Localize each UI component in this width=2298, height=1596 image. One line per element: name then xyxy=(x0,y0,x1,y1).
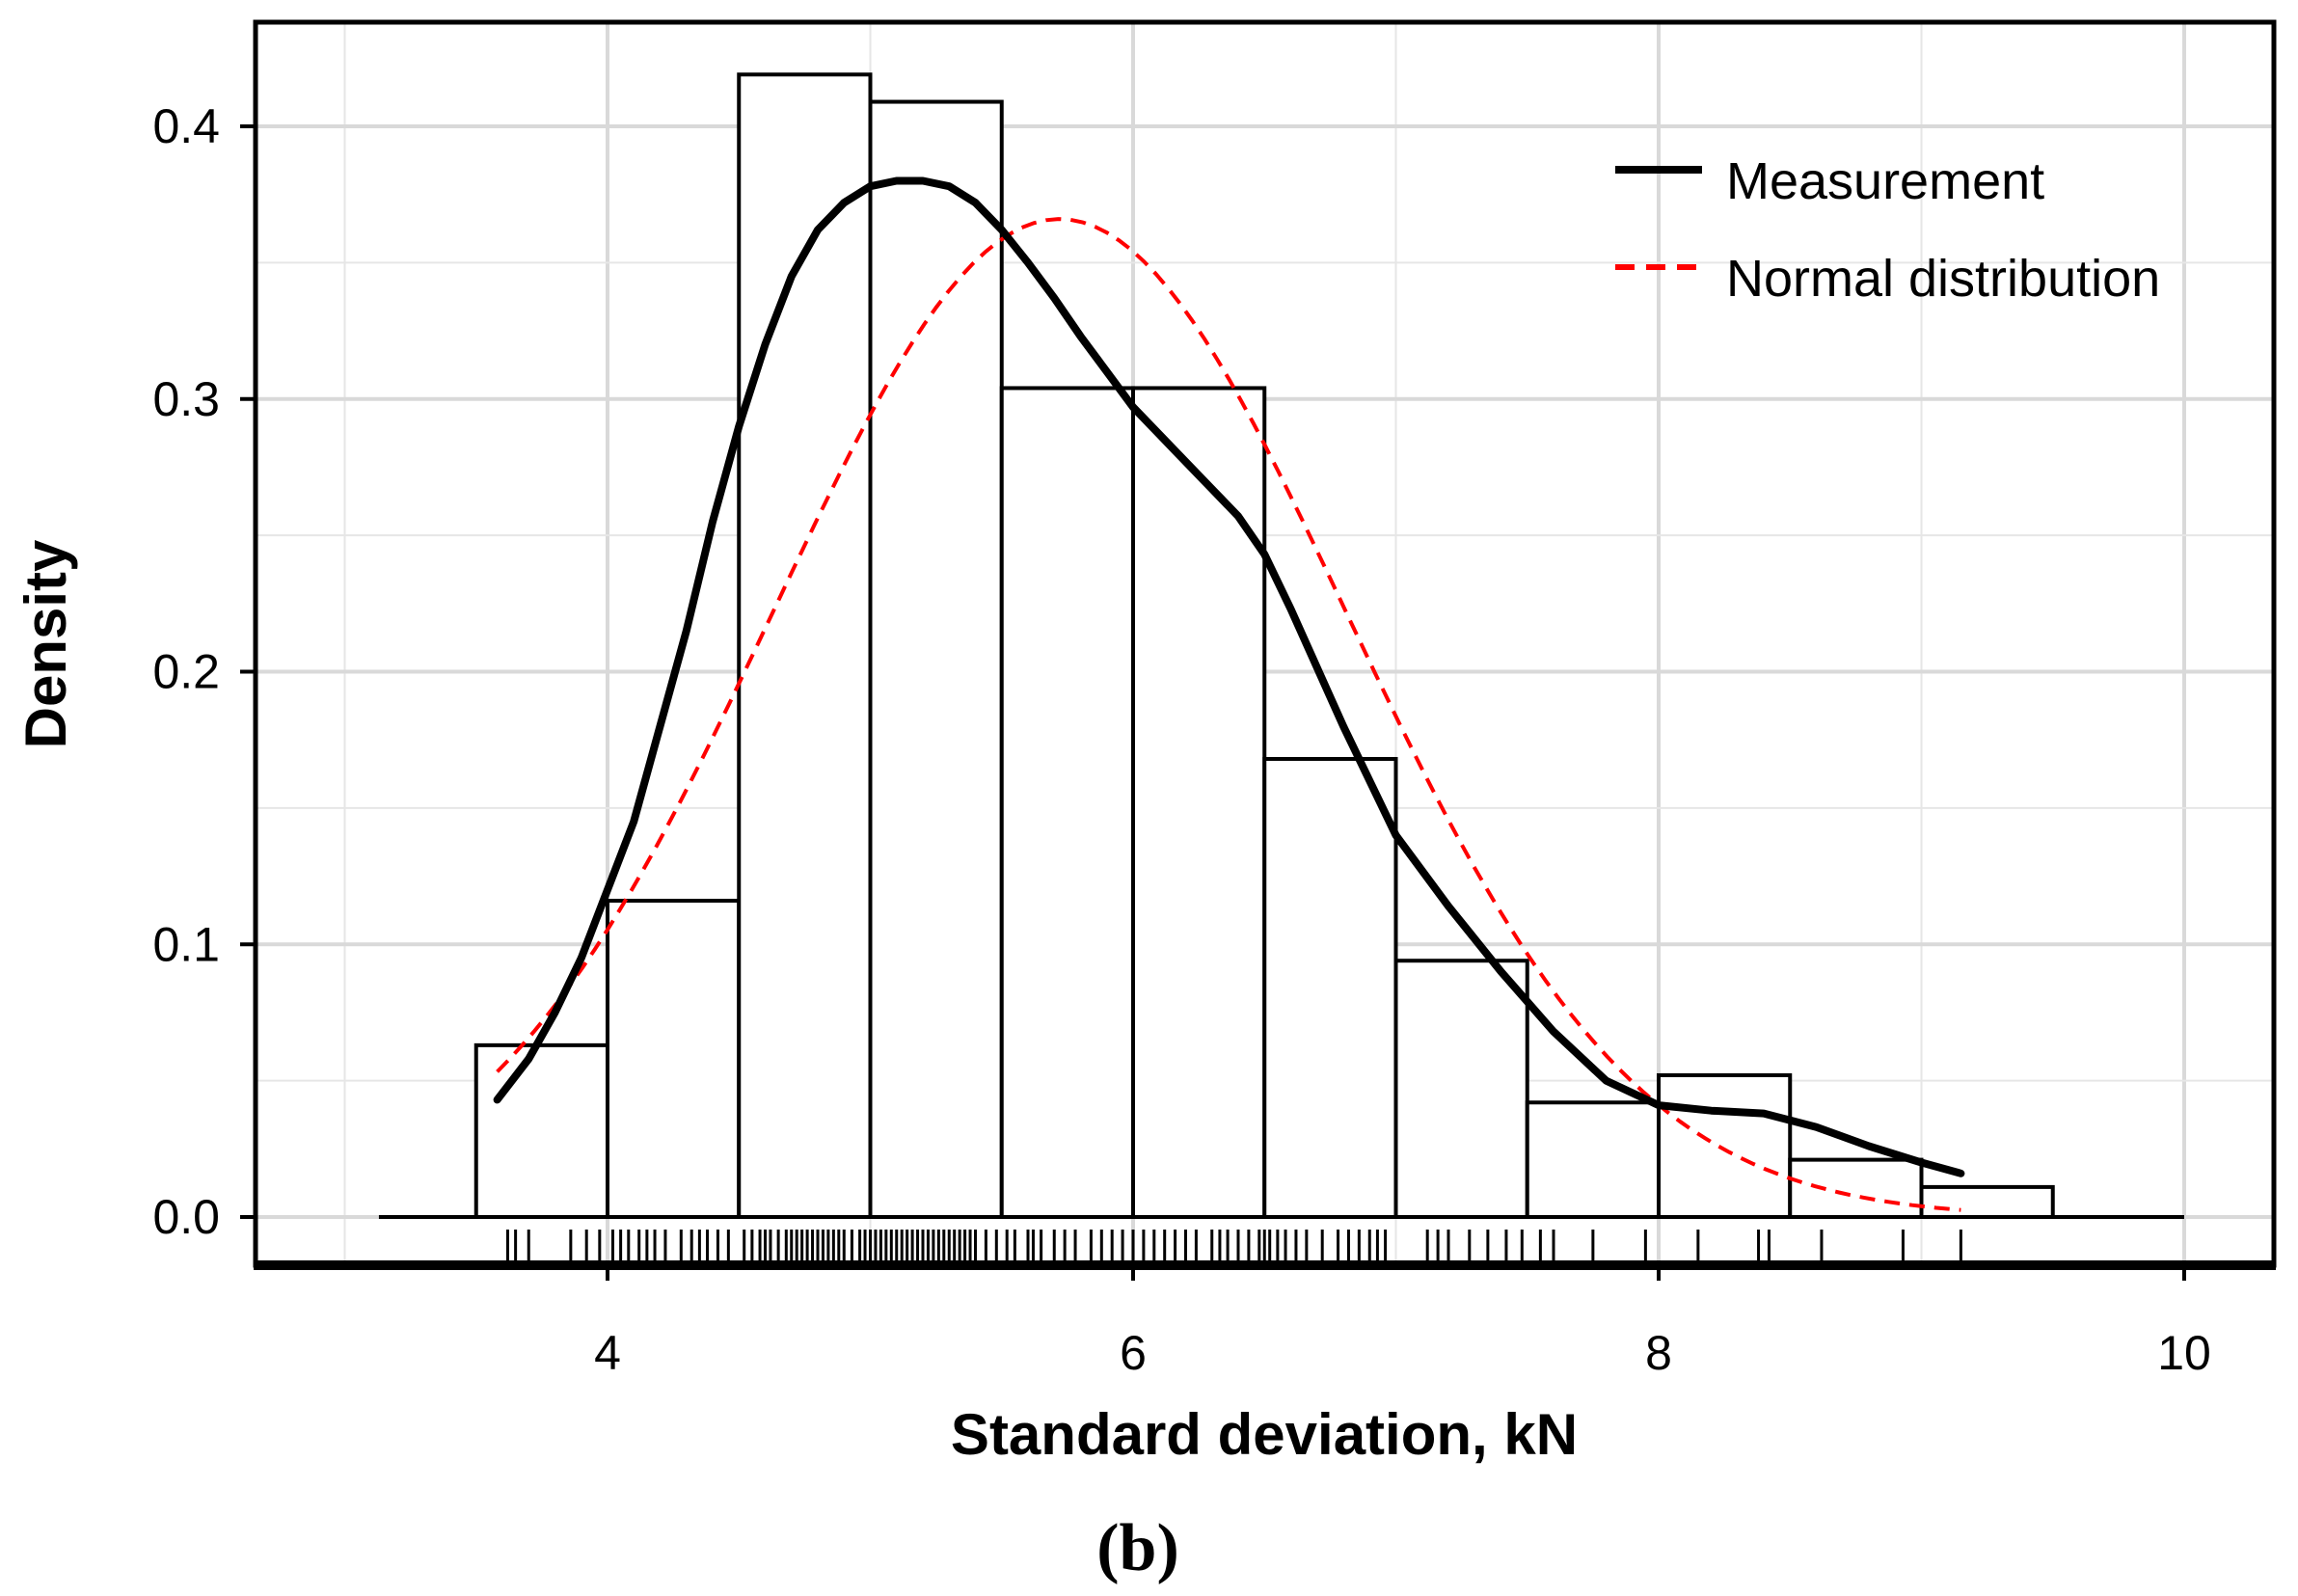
histogram-bar xyxy=(1788,1157,1924,1220)
x-tick-label: 8 xyxy=(1645,1326,1672,1380)
histogram-bar xyxy=(606,899,742,1219)
histogram-bar xyxy=(473,1042,609,1220)
y-tick-label: 0.4 xyxy=(152,99,220,153)
histogram-bar xyxy=(1919,1184,2055,1219)
histogram-bar xyxy=(1393,959,1529,1220)
histogram-bar xyxy=(1657,1072,1793,1219)
legend-label-measurement: Measurement xyxy=(1726,152,2044,210)
density-lines xyxy=(493,176,1965,1212)
histogram-bar xyxy=(1525,1100,1661,1219)
legend-label-normal: Normal distribution xyxy=(1726,250,2160,308)
histogram-bar xyxy=(737,72,873,1220)
y-axis-title: Density xyxy=(14,539,78,748)
histogram-bar xyxy=(868,99,1004,1220)
histogram-bar xyxy=(999,386,1135,1219)
x-tick-label: 4 xyxy=(594,1326,621,1380)
y-tick-label: 0.2 xyxy=(152,645,220,699)
histogram-bar xyxy=(1131,386,1267,1219)
x-axis-title: Standard deviation, kN xyxy=(951,1402,1578,1467)
legend: Measurement Normal distribution xyxy=(1615,152,2160,308)
histogram-bars xyxy=(473,72,2055,1220)
x-tick-label: 10 xyxy=(2157,1326,2211,1380)
y-tick-label: 0.1 xyxy=(152,917,220,971)
y-tick-label: 0.3 xyxy=(152,372,220,426)
axis-ticks: 4 6 8 10 0.0 0.1 0.2 0.3 0.4 xyxy=(152,99,2210,1380)
series-measurement xyxy=(493,176,1965,1177)
y-tick-label: 0.0 xyxy=(152,1190,220,1244)
rug-marks xyxy=(505,1230,1962,1261)
series-normal-distribution xyxy=(496,217,1961,1212)
histogram-bar xyxy=(1262,756,1398,1219)
panel-label: (b) xyxy=(1096,1511,1179,1585)
x-tick-label: 6 xyxy=(1120,1326,1147,1380)
